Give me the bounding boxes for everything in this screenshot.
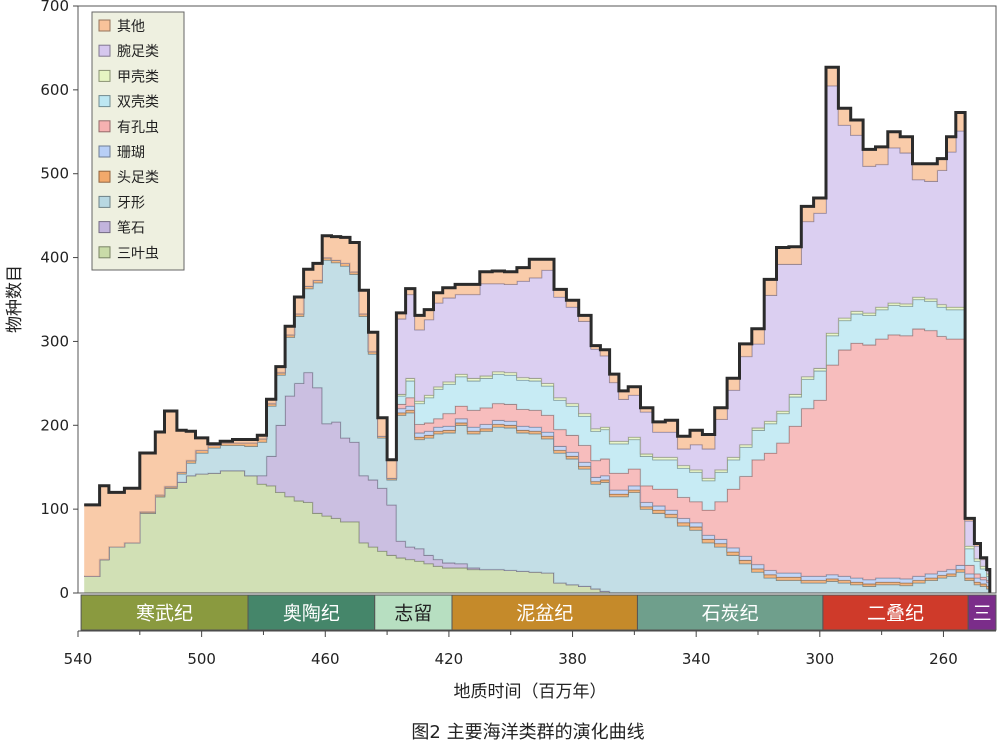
period-block (80, 594, 249, 631)
y-tick-label: 600 (40, 81, 69, 99)
legend-swatch (98, 195, 111, 208)
legend-label: 头足类 (117, 170, 159, 186)
legend-swatch (98, 19, 111, 32)
y-tick-label: 0 (59, 584, 69, 602)
period-label: 奥陶纪 (283, 603, 340, 625)
period-block (247, 594, 376, 631)
x-tick-label: 300 (805, 650, 834, 668)
plot-frame (77, 5, 997, 594)
x-tick-label: 420 (435, 650, 464, 668)
legend-label: 三叶虫 (117, 246, 159, 262)
period-label: 三 (973, 603, 992, 625)
legend-swatch (98, 95, 111, 108)
legend-swatch (98, 120, 111, 133)
figure-caption: 图2 主要海洋类群的演化曲线 (411, 722, 644, 742)
total-outline-layer (84, 65, 992, 593)
total-diversity-line (84, 65, 992, 593)
y-tick-label: 700 (40, 0, 69, 15)
x-tick-label: 260 (929, 650, 958, 668)
y-tick-label: 100 (40, 500, 69, 518)
legend-swatch (98, 44, 111, 57)
area-series-2 (84, 260, 990, 593)
period-block (636, 594, 824, 631)
period-label: 二叠纪 (867, 603, 924, 625)
period-label: 志留 (394, 603, 432, 625)
y-tick-label: 500 (40, 165, 69, 183)
x-tick-label: 460 (311, 650, 340, 668)
x-tick-label: 540 (64, 650, 93, 668)
period-block (451, 594, 638, 631)
area-series-8 (84, 85, 990, 593)
x-axis-title: 地质时间（百万年） (454, 682, 607, 702)
legend-label: 笔石 (117, 221, 145, 237)
y-tick-label: 200 (40, 416, 69, 434)
x-tick-label: 380 (558, 650, 587, 668)
legend-label: 牙形 (117, 195, 145, 211)
period-bar: 寒武纪 奥陶纪 志留 泥盆纪 石炭纪 二叠纪 三 (80, 594, 997, 631)
stacked-area-layer (84, 66, 991, 593)
area-series-1 (84, 372, 990, 593)
legend-label: 其他 (117, 19, 145, 35)
area-series-5 (84, 257, 990, 593)
legend-label: 珊瑚 (117, 145, 145, 161)
legend-swatch (98, 69, 111, 82)
y-axis-title: 物种数目 (5, 265, 25, 333)
period-block (967, 594, 997, 631)
legend-label: 腕足类 (117, 44, 159, 60)
x-axis: 540 500 460 420 380 340 300 260 (64, 630, 996, 668)
legend-swatch (98, 145, 111, 158)
x-tick-label: 500 (187, 650, 216, 668)
period-label: 泥盆纪 (516, 603, 573, 625)
legend-swatch (98, 221, 111, 234)
y-tick-label: 400 (40, 249, 69, 267)
legend-label: 双壳类 (117, 94, 159, 111)
x-tick-label: 340 (682, 650, 711, 668)
period-label: 石炭纪 (702, 603, 759, 625)
period-label: 寒武纪 (136, 603, 193, 625)
area-series-0 (84, 470, 990, 593)
y-tick-label: 300 (40, 332, 69, 350)
y-axis: 0 100 200 300 400 500 600 700 (40, 0, 78, 602)
period-block (374, 594, 453, 631)
legend-swatch (98, 170, 111, 183)
legend-swatch (98, 246, 111, 259)
legend-label: 甲壳类 (117, 68, 159, 85)
legend-label: 有孔虫 (117, 120, 159, 136)
